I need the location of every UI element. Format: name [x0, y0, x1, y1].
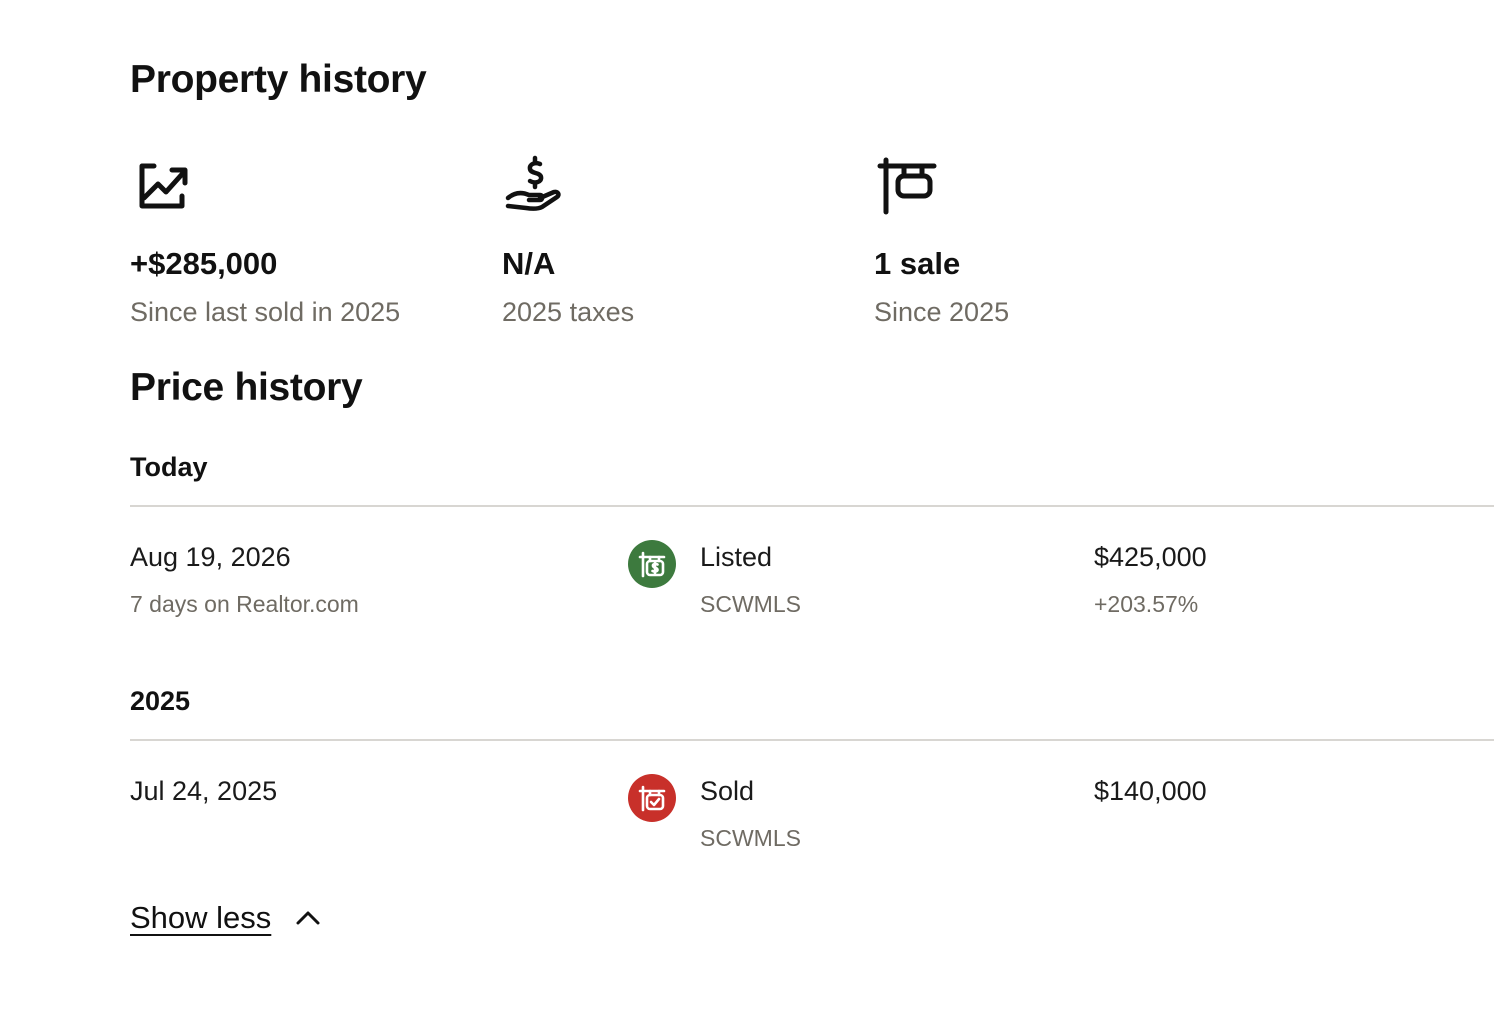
- listed-sign-icon: [638, 551, 666, 578]
- event-date: Jul 24, 2025: [130, 776, 278, 806]
- group-heading-2025: 2025: [130, 686, 191, 716]
- stat-value: 1 sale: [874, 246, 961, 281]
- stat-label: Since 2025: [874, 297, 1010, 327]
- stat-label: Since last sold in 2025: [130, 297, 401, 327]
- sold-badge: [628, 774, 676, 822]
- event-price: $140,000: [1094, 776, 1207, 806]
- stat-label: 2025 taxes: [502, 297, 635, 327]
- event-type: Sold: [700, 776, 755, 806]
- event-source: SCWMLS: [700, 591, 801, 617]
- divider: [130, 505, 1494, 507]
- price-change: +203.57%: [1094, 591, 1199, 617]
- event-type: Listed: [700, 542, 773, 572]
- trending-up-chart-icon: [139, 163, 188, 209]
- event-source: SCWMLS: [700, 825, 801, 851]
- stat-value: N/A: [502, 246, 556, 281]
- for-sale-sign-icon: [877, 157, 937, 215]
- divider: [130, 739, 1494, 741]
- property-history-title: Property history: [130, 58, 427, 101]
- show-less-button[interactable]: Show less: [130, 900, 321, 936]
- stat-sales: 1 sale Since 2025: [874, 154, 1009, 327]
- days-on-market: 7 days on Realtor.com: [130, 591, 359, 617]
- event-price: $425,000: [1094, 542, 1207, 572]
- chevron-up-icon: [296, 911, 320, 925]
- event-date: Aug 19, 2026: [130, 542, 291, 572]
- price-history-title: Price history: [130, 366, 363, 409]
- sold-sign-icon: [638, 785, 666, 812]
- property-history-page: Property history +$285,000 Since last so…: [130, 0, 1494, 1014]
- listed-badge: [628, 540, 676, 588]
- stat-value: +$285,000: [130, 246, 278, 281]
- show-less-label: Show less: [130, 900, 272, 935]
- group-heading-today: Today: [130, 452, 208, 482]
- price-history-row-listed: Aug 19, 2026 7 days on Realtor.com Liste…: [130, 540, 1494, 640]
- price-history-row-sold: Jul 24, 2025 Sold SCWMLS $140,000: [130, 774, 1494, 874]
- stat-taxes: N/A 2025 taxes: [502, 154, 634, 327]
- hand-holding-dollar-icon: [505, 155, 561, 211]
- stat-value-change: +$285,000 Since last sold in 2025: [130, 154, 400, 327]
